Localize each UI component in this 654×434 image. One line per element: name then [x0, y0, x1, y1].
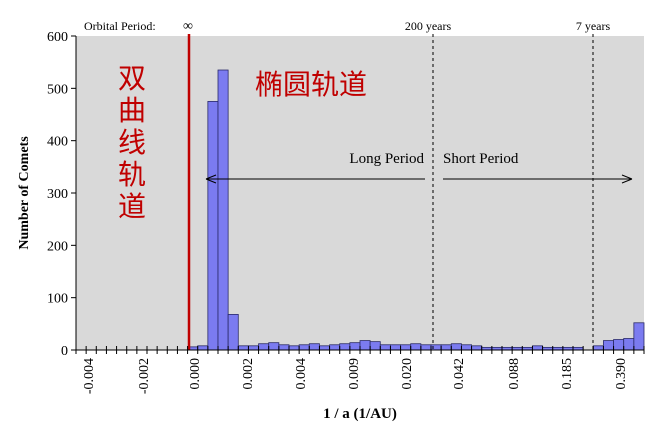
histogram-bar	[207, 101, 219, 351]
period-dashed-lines	[432, 34, 594, 350]
y-axis-label: Number of Comets	[17, 136, 32, 250]
histogram-bar	[308, 343, 320, 351]
infinity-symbol: ∞	[183, 19, 193, 34]
y-tick-label: 500	[47, 82, 68, 97]
histogram-bar	[227, 314, 239, 351]
y-tick-label: 600	[47, 30, 68, 45]
histogram-bar	[237, 345, 249, 351]
histogram-bar	[278, 344, 290, 351]
histogram-bar	[450, 343, 462, 351]
histogram-bar	[420, 344, 432, 351]
elliptical-orbit-label: 椭圆轨道	[255, 68, 367, 101]
hyperbolic-char: 轨	[118, 158, 146, 191]
histogram-bar	[410, 343, 422, 351]
x-ticks-group: -0.004 -0.002 0.000 0.002 0.004 0.009 0.020 0.0…	[75, 346, 645, 394]
y-tick-label: 0	[61, 344, 68, 359]
x-tick-label: 0.002	[241, 358, 256, 390]
hyperbolic-char: 线	[118, 126, 146, 159]
histogram-bar	[440, 344, 452, 351]
histogram-bar	[329, 344, 341, 351]
x-tick-label: 0.390	[614, 358, 629, 390]
y-ticks-group: 0 100 200 300 400 500 600	[47, 30, 76, 359]
histogram-bar	[268, 342, 280, 351]
hyperbolic-char: 道	[118, 190, 146, 223]
histogram-bar	[319, 345, 330, 351]
hyperbolic-char: 曲	[118, 94, 146, 127]
x-tick-label: 0.000	[188, 358, 203, 390]
histogram-bar	[400, 344, 412, 351]
histogram-bar	[613, 339, 625, 351]
short-period-arrow	[443, 174, 633, 184]
histogram-bar	[390, 344, 401, 351]
x-tick-label: -0.002	[137, 358, 152, 394]
y-tick-label: 400	[47, 135, 68, 150]
histogram-bar	[623, 338, 635, 351]
x-tick-label: 0.088	[507, 358, 522, 390]
histogram-bar	[369, 341, 381, 351]
x-tick-label: 0.185	[560, 358, 575, 390]
long-period-arrow	[205, 174, 425, 184]
histogram-bar	[592, 345, 604, 351]
histogram-bar	[298, 344, 310, 351]
x-axis-label: 1 / a (1/AU)	[323, 406, 397, 422]
x-tick-label: 0.004	[294, 358, 309, 390]
x-tick-label: 0.009	[347, 358, 362, 390]
y-tick-label: 300	[47, 187, 68, 202]
orbital-period-label: Orbital Period:	[84, 19, 156, 33]
histogram-bar	[379, 344, 391, 351]
x-tick-label: 0.020	[400, 358, 415, 390]
y-tick-label: 100	[47, 292, 68, 307]
histogram-bar	[258, 343, 270, 351]
histogram-bar	[471, 345, 483, 351]
period-200-years-label: 200 years	[405, 19, 452, 33]
histogram-bar	[633, 322, 645, 351]
histogram-bar	[359, 340, 371, 351]
short-period-label: Short Period	[443, 151, 519, 167]
histogram-bar	[532, 345, 543, 351]
histogram-bar	[248, 345, 259, 351]
plot-area	[76, 36, 644, 350]
histogram-bar	[288, 345, 300, 351]
histogram-bar	[217, 69, 229, 351]
period-7-years-label: 7 years	[576, 19, 611, 33]
histogram-bar	[461, 344, 472, 351]
y-tick-label: 200	[47, 239, 68, 254]
long-period-label: Long Period	[349, 151, 424, 167]
hyperbolic-char: 双	[118, 62, 146, 95]
x-tick-label: -0.004	[82, 358, 97, 394]
histogram-bar	[603, 340, 614, 351]
histogram-bar	[197, 345, 209, 351]
x-tick-label: 0.042	[452, 358, 467, 390]
histogram-bar	[349, 342, 361, 351]
histogram-bar	[339, 343, 351, 351]
